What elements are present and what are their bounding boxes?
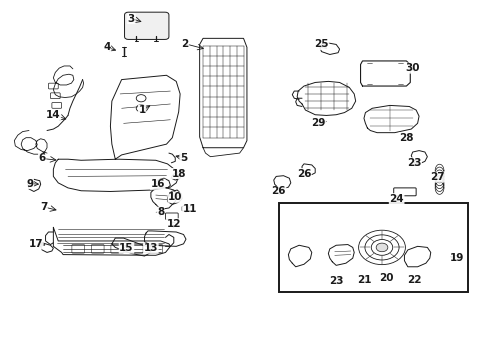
Text: 21: 21 [356,275,370,285]
Text: 6: 6 [39,153,46,163]
Text: 20: 20 [378,273,392,283]
FancyBboxPatch shape [124,12,168,40]
Text: 30: 30 [405,63,419,73]
Text: 23: 23 [406,158,421,168]
Text: 10: 10 [168,192,182,202]
Text: 19: 19 [448,253,463,263]
Text: 22: 22 [406,275,421,285]
Text: 2: 2 [181,39,188,49]
Text: 24: 24 [388,194,403,204]
Text: 25: 25 [314,40,328,49]
Text: 7: 7 [40,202,47,212]
Text: 27: 27 [429,172,444,182]
Text: 3: 3 [127,14,135,24]
Text: 29: 29 [311,118,325,128]
Text: 23: 23 [328,276,343,286]
Text: 14: 14 [46,110,61,120]
Text: 28: 28 [398,133,413,143]
Text: 8: 8 [157,207,164,217]
Text: 11: 11 [182,204,197,215]
Text: 17: 17 [28,239,43,249]
Text: 16: 16 [150,179,164,189]
Circle shape [375,243,387,252]
Text: 13: 13 [143,243,158,253]
Text: 5: 5 [180,153,187,163]
Text: 9: 9 [26,179,34,189]
Text: 1: 1 [138,105,145,115]
Text: 4: 4 [103,42,110,52]
Text: 26: 26 [271,186,285,197]
Text: 18: 18 [171,168,185,179]
Text: 15: 15 [119,243,134,253]
Text: 26: 26 [296,168,310,179]
Bar [278,203,467,292]
Text: 12: 12 [166,219,181,229]
